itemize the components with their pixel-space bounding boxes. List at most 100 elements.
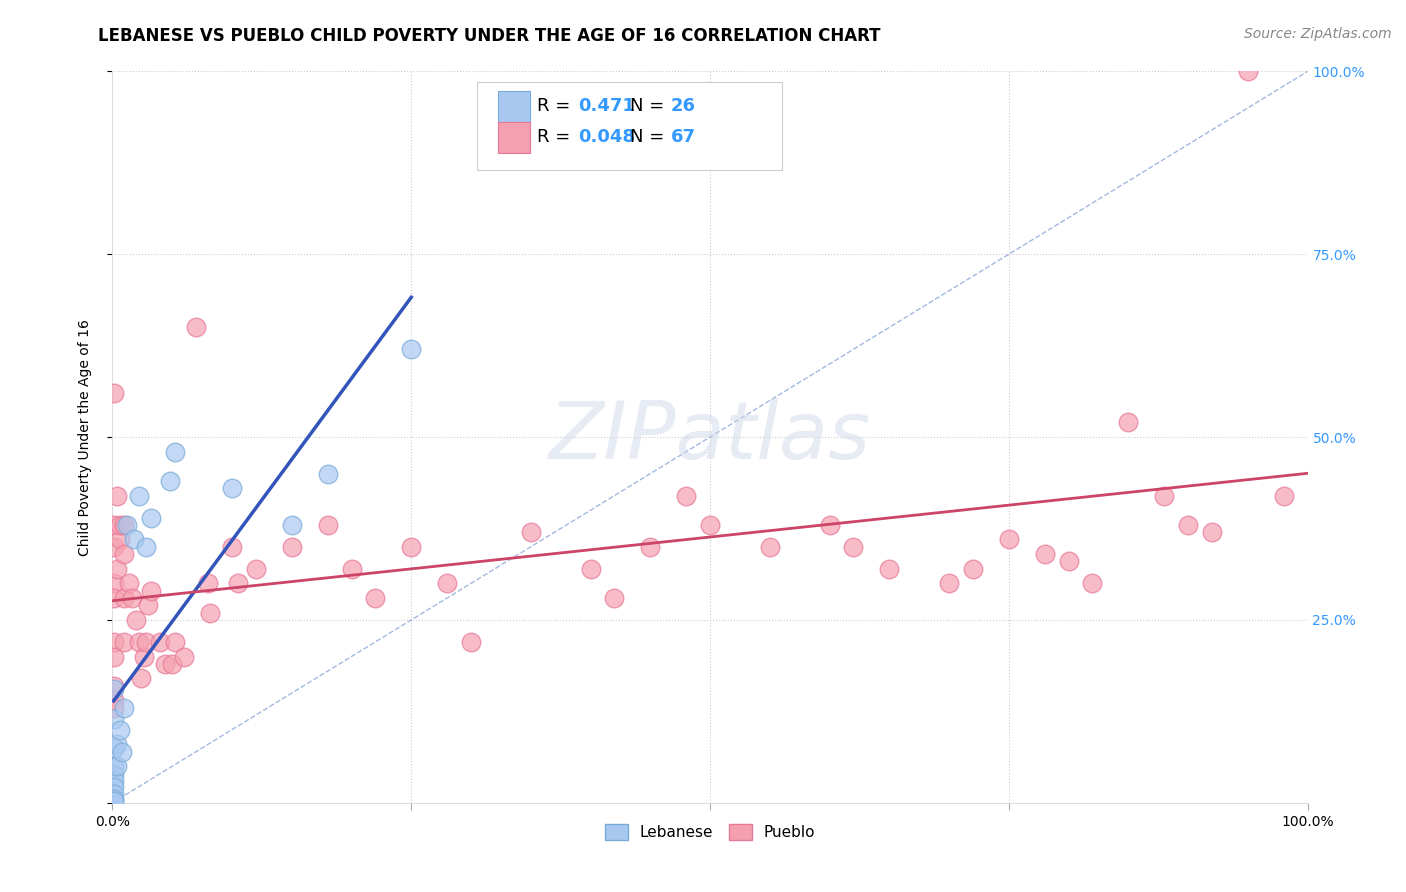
Point [153,657,176,671]
Point [436,576,458,591]
Point [1237,64,1260,78]
Point [103,649,125,664]
Point [962,562,984,576]
Point [128,635,150,649]
Text: N =: N = [630,128,669,146]
Point [163,635,186,649]
Point [1033,547,1056,561]
Point [640,540,662,554]
Point [460,635,482,649]
Point [114,547,135,561]
Point [1081,576,1104,591]
Point [111,745,134,759]
Point [364,591,387,605]
Point [186,320,208,334]
Point [1057,554,1080,568]
Point [132,649,155,664]
Point [173,649,195,664]
Point [103,740,125,755]
Point [103,712,125,726]
Point [316,517,339,532]
Text: 0.048: 0.048 [579,128,636,146]
Point [103,679,125,693]
FancyBboxPatch shape [499,91,530,122]
Point [340,562,363,576]
Text: LEBANESE VS PUEBLO CHILD POVERTY UNDER THE AGE OF 16 CORRELATION CHART: LEBANESE VS PUEBLO CHILD POVERTY UNDER T… [98,27,882,45]
Point [105,489,128,503]
Point [103,386,125,401]
Point [603,591,626,605]
Point [197,576,219,591]
Point [125,613,148,627]
Text: Source: ZipAtlas.com: Source: ZipAtlas.com [1244,27,1392,41]
Point [221,481,243,495]
Point [1118,416,1140,430]
Point [226,576,249,591]
Point [281,517,304,532]
Point [114,635,135,649]
Text: R =: R = [537,97,575,115]
Point [103,768,125,782]
Point [879,562,901,576]
Point [115,517,138,532]
FancyBboxPatch shape [499,122,530,153]
Point [105,562,128,576]
Point [135,540,157,554]
Point [245,562,267,576]
Point [105,737,128,751]
Point [129,672,152,686]
Point [759,540,782,554]
Point [281,540,304,554]
Point [103,759,125,773]
Point [114,700,135,714]
Point [103,780,125,794]
Point [103,693,125,707]
Point [108,723,131,737]
Point [1177,517,1199,532]
Point [135,635,157,649]
FancyBboxPatch shape [477,82,782,170]
Point [103,540,125,554]
Point [108,517,131,532]
Point [520,525,543,540]
Point [401,540,423,554]
Point [163,444,186,458]
Point [103,700,125,714]
Point [121,591,143,605]
Point [316,467,339,481]
Point [200,606,222,620]
Point [675,489,697,503]
Point [103,792,125,806]
Text: N =: N = [630,97,669,115]
Point [938,576,960,591]
Point [818,517,841,532]
Point [162,657,183,671]
Legend: Lebanese, Pueblo: Lebanese, Pueblo [599,818,821,847]
Text: ZIPatlas: ZIPatlas [548,398,872,476]
Point [128,489,150,503]
Point [103,635,125,649]
Point [103,591,125,605]
Point [1153,489,1175,503]
Point [139,583,162,598]
Point [103,794,125,808]
Point [139,510,162,524]
Point [149,635,172,649]
Point [401,343,423,357]
Point [108,533,131,547]
Point [114,517,135,532]
Point [579,562,602,576]
Point [103,787,125,801]
Point [842,540,865,554]
Point [103,773,125,788]
Point [122,533,145,547]
Point [221,540,243,554]
Point [159,474,181,488]
Y-axis label: Child Poverty Under the Age of 16: Child Poverty Under the Age of 16 [77,318,91,556]
Point [103,682,125,697]
Point [1201,525,1223,540]
Point [103,517,125,532]
Point [105,759,128,773]
Text: 67: 67 [671,128,696,146]
Point [1272,489,1295,503]
